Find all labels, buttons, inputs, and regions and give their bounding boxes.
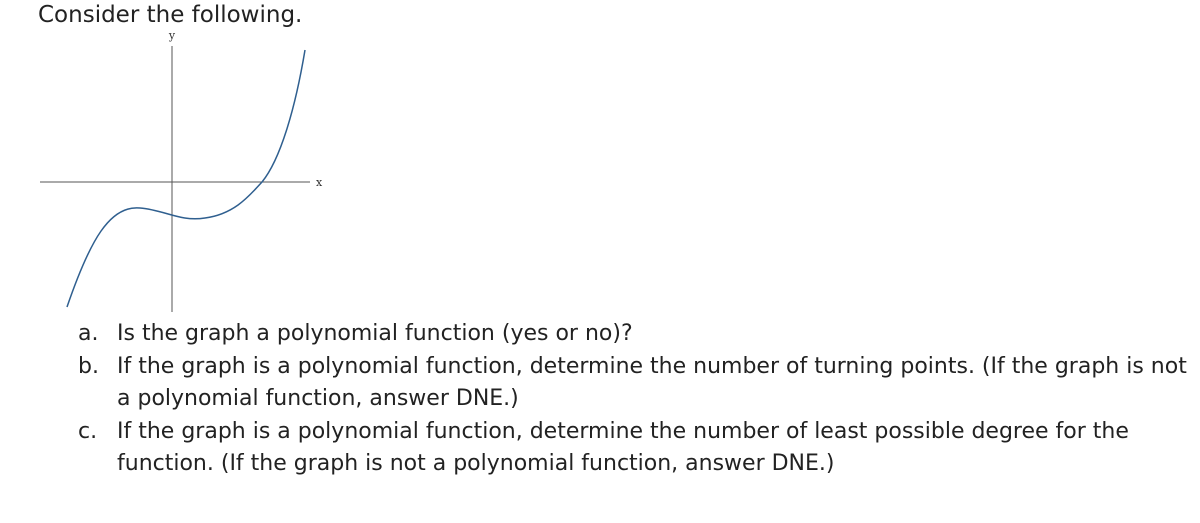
y-axis-label: y	[168, 30, 176, 42]
question: b. If the graph is a polynomial function,…	[78, 351, 1188, 416]
question-list: a. Is the graph a polynomial function (ye…	[78, 318, 1188, 481]
question-text: If the graph is a polynomial function, d…	[117, 353, 1187, 412]
question-label: b.	[78, 353, 99, 379]
question-label: a.	[78, 321, 99, 346]
question-text: If the graph is a polynomial function, d…	[117, 418, 1129, 477]
question-text: Is the graph a polynomial function (yes …	[117, 321, 633, 346]
question: a. Is the graph a polynomial function (ye…	[78, 318, 1188, 351]
curve	[66, 49, 306, 308]
graph: y x	[40, 30, 323, 312]
question: c. If the graph is a polynomial function,…	[78, 416, 1188, 481]
header-title: Consider the following.	[38, 2, 303, 28]
question-label: c.	[78, 418, 98, 444]
x-axis-label: x	[316, 176, 323, 189]
